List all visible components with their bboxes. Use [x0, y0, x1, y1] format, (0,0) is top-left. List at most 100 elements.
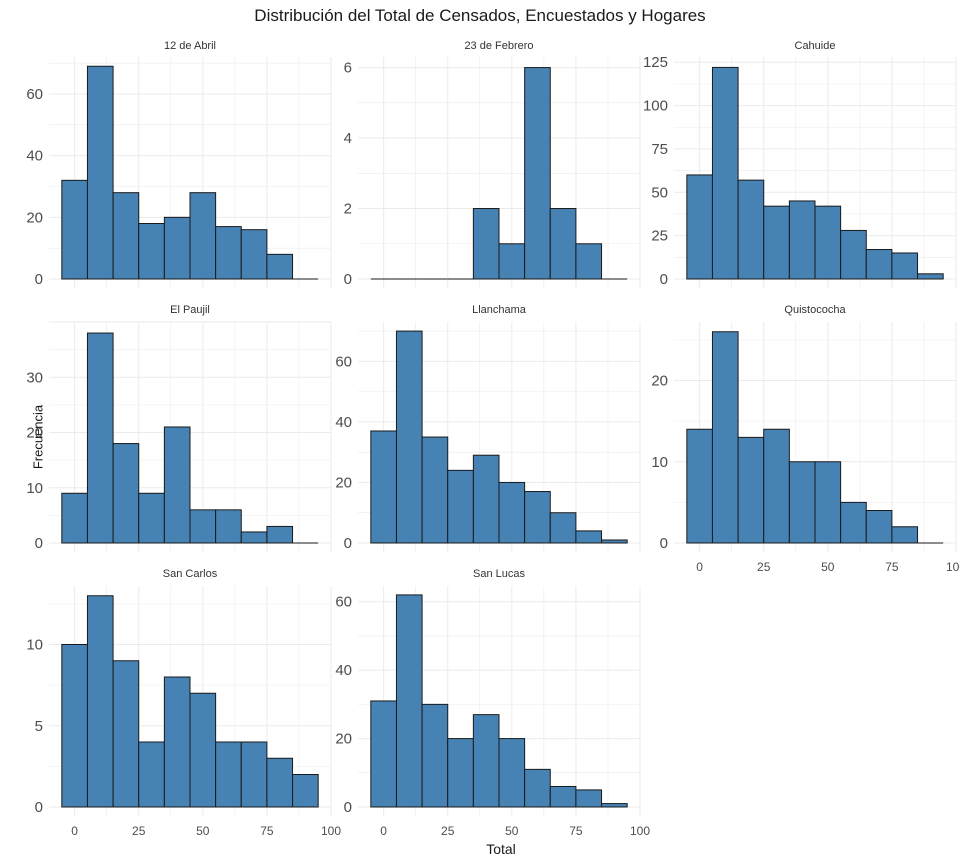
y-tick-el-paujil: 20: [26, 425, 43, 442]
y-tick-quistococha: 20: [651, 373, 668, 390]
bar-quistococha: [763, 428, 790, 544]
bar-llanchama: [549, 512, 577, 544]
bar-quistococha: [737, 436, 765, 544]
bar-el-paujil: [189, 509, 217, 544]
y-tick-23-de-febrero: 4: [344, 130, 352, 147]
y-tick-cahuide: 25: [651, 228, 668, 245]
x-tick-san-carlos: 25: [132, 824, 146, 838]
bar-quistococha: [686, 428, 713, 544]
bar-llanchama: [447, 469, 474, 544]
bar-23-de-febrero: [498, 243, 526, 280]
bar-san-carlos: [215, 741, 242, 808]
bar-cahuide: [788, 200, 816, 280]
bar-el-paujil: [138, 492, 165, 544]
bar-llanchama: [575, 530, 603, 544]
y-tick-san-carlos: 5: [35, 718, 43, 735]
y-tick-el-paujil: 30: [26, 369, 43, 386]
y-tick-12-de-abril: 40: [26, 148, 43, 165]
facet-label-12-de-abril: 12 de Abril: [164, 40, 216, 52]
bar-12-de-abril: [138, 223, 165, 280]
bar-cahuide: [711, 66, 739, 280]
facet-label-quistococha: Quistococha: [784, 304, 846, 316]
y-tick-cahuide: 50: [651, 184, 668, 201]
y-tick-23-de-febrero: 6: [344, 60, 352, 77]
bar-llanchama: [524, 491, 551, 544]
x-tick-san-lucas: 0: [380, 824, 387, 838]
y-tick-cahuide: 100: [643, 98, 668, 115]
bar-san-lucas: [498, 738, 526, 808]
bar-san-carlos: [292, 774, 319, 808]
bar-el-paujil: [112, 443, 140, 544]
facet-label-23-de-febrero: 23 de Febrero: [464, 40, 533, 52]
bar-el-paujil: [240, 531, 268, 544]
y-tick-san-carlos: 10: [26, 637, 43, 654]
bar-san-lucas: [549, 785, 577, 808]
chart-title: Distribución del Total de Censados, Encu…: [254, 6, 706, 25]
bar-12-de-abril: [189, 192, 217, 280]
bar-12-de-abril: [163, 216, 191, 280]
y-tick-12-de-abril: 60: [26, 86, 43, 103]
y-tick-12-de-abril: 0: [35, 271, 43, 288]
x-axis-label: Total: [486, 841, 516, 857]
bar-quistococha: [814, 461, 842, 544]
bar-san-carlos: [61, 644, 88, 808]
x-tick-san-carlos: 50: [196, 824, 210, 838]
x-tick-san-lucas: 50: [505, 824, 519, 838]
bar-el-paujil: [163, 426, 191, 544]
facet-label-llanchama: Llanchama: [472, 304, 527, 316]
bar-san-carlos: [138, 741, 165, 808]
y-tick-cahuide: 0: [660, 271, 668, 288]
bar-cahuide: [763, 205, 790, 280]
bar-quistococha: [788, 461, 816, 544]
y-tick-llanchama: 60: [335, 353, 352, 370]
bar-san-lucas: [447, 738, 474, 808]
bar-san-lucas: [524, 768, 551, 808]
y-tick-quistococha: 10: [651, 454, 668, 471]
bar-12-de-abril: [61, 179, 88, 280]
y-tick-el-paujil: 0: [35, 535, 43, 552]
bar-cahuide: [840, 229, 867, 280]
facet-label-san-carlos: San Carlos: [163, 568, 218, 580]
y-tick-12-de-abril: 20: [26, 209, 43, 226]
bar-el-paujil: [215, 509, 242, 544]
bar-23-de-febrero: [524, 67, 551, 280]
bar-san-lucas: [601, 803, 628, 808]
bar-cahuide: [814, 205, 842, 280]
bar-23-de-febrero: [575, 243, 603, 280]
bar-san-lucas: [421, 703, 449, 808]
y-tick-llanchama: 20: [335, 474, 352, 491]
facet-label-cahuide: Cahuide: [795, 40, 836, 52]
facet-label-el-paujil: El Paujil: [170, 304, 210, 316]
bar-llanchama: [421, 436, 449, 544]
bar-12-de-abril: [266, 253, 294, 280]
bar-san-carlos: [86, 595, 114, 808]
x-tick-quistococha: 100: [946, 560, 960, 574]
y-tick-san-lucas: 20: [335, 731, 352, 748]
bar-llanchama: [370, 430, 397, 544]
y-tick-cahuide: 75: [651, 141, 668, 158]
y-tick-23-de-febrero: 2: [344, 201, 352, 218]
y-tick-san-lucas: 40: [335, 662, 352, 679]
bar-quistococha: [891, 526, 919, 544]
bar-san-carlos: [240, 741, 268, 808]
bar-san-carlos: [189, 692, 217, 808]
bar-llanchama: [395, 330, 423, 544]
x-tick-san-carlos: 100: [321, 824, 341, 838]
bar-cahuide: [891, 252, 919, 280]
y-tick-quistococha: 0: [660, 535, 668, 552]
bar-llanchama: [498, 481, 526, 544]
bar-llanchama: [472, 454, 500, 544]
bar-san-lucas: [575, 789, 603, 808]
x-tick-quistococha: 50: [821, 560, 835, 574]
bar-san-carlos: [163, 676, 191, 808]
x-tick-san-lucas: 25: [441, 824, 455, 838]
bar-san-carlos: [266, 757, 294, 808]
y-tick-san-lucas: 0: [344, 799, 352, 816]
x-tick-san-carlos: 75: [260, 824, 274, 838]
bar-quistococha: [865, 510, 893, 544]
x-tick-san-lucas: 75: [569, 824, 583, 838]
bar-el-paujil: [61, 492, 88, 544]
bar-san-lucas: [472, 714, 500, 808]
bar-cahuide: [865, 249, 893, 280]
